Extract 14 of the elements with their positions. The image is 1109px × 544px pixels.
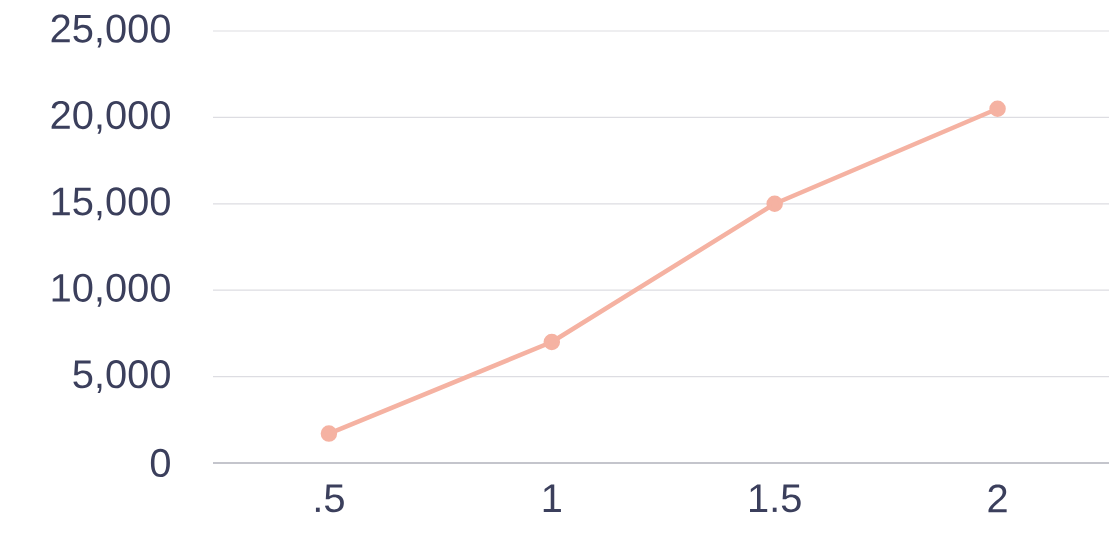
point [543,333,561,351]
point [766,195,783,213]
x-tick-label: 2 [988,484,1007,513]
point [989,100,1006,117]
y-tick-label: 5,000 [73,360,170,394]
x-tick-label: 1 [543,484,561,512]
y-tick-label: 15,000 [52,187,170,221]
y-tick-label: 10,000 [52,273,170,307]
y-tick-label: 0 [150,448,170,478]
x-tick-label: .5 [315,484,344,513]
point [320,425,338,442]
y-tick-label: 25,000 [51,14,170,48]
x-tick-label: 1.5 [750,484,801,513]
y-tick-label: 20,000 [51,100,170,134]
